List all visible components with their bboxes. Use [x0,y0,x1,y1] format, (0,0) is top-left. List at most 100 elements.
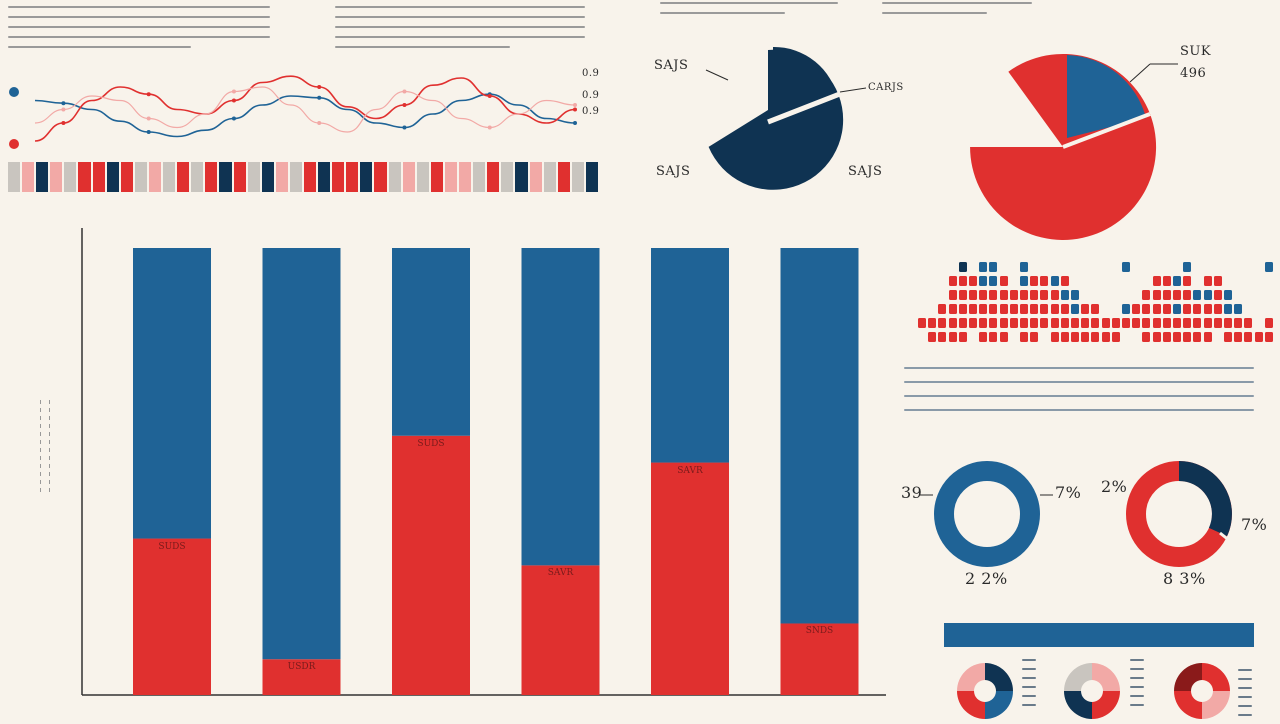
matrix-cell [1203,304,1212,314]
strip-cell [501,162,514,192]
matrix-cell [1050,318,1059,328]
line-point [61,121,66,125]
matrix-cell [1162,290,1171,300]
bar-segment-red-5 [651,462,729,695]
mini-donut-3 [1174,663,1230,719]
text-line [8,46,192,48]
matrix-cell [999,332,1008,342]
matrix-cell [938,304,947,314]
bar-segment-red-4 [521,565,600,695]
matrix-cell [918,318,926,328]
line-legend-label-2: 0.9 [582,90,600,101]
matrix-cell [1142,332,1151,342]
matrix-cell [1071,332,1079,342]
matrix-cell [1060,276,1069,286]
strip-cell [487,162,500,192]
text-line [335,6,585,8]
bar-segment-blue-6 [780,248,859,624]
text-line [1238,669,1252,671]
matrix-cell [1111,318,1120,328]
strip-cell [50,162,63,192]
strip-cell [120,162,133,192]
matrix-cell [1203,276,1212,286]
strip-cell [163,162,176,192]
pie-dark-gap [767,87,851,125]
matrix-cell [989,276,998,286]
pie-dark-chart: SAJS CARJS SAJS SAJS [640,40,920,210]
bar-label: SAVR [547,568,574,579]
matrix-cell [989,304,998,314]
matrix-cell [958,318,967,328]
pie-red-label-1: SUK [1180,44,1212,59]
text-line [1022,695,1036,697]
donut-blue-label-3: 2 2% [965,569,1008,588]
y-axis-text-mark [40,440,50,444]
y-axis-text-mark [40,432,50,436]
mini-donut-1 [957,663,1013,719]
donut-red-label-3: 8 3% [1163,569,1206,588]
matrix-cell [1203,318,1212,328]
matrix-cell [1254,332,1263,342]
matrix-cell [948,290,957,300]
strip-cell [543,162,556,192]
text-line [1130,704,1144,706]
matrix-cell [1162,304,1171,314]
y-axis-text-mark [40,448,50,452]
matrix-cell [1152,318,1161,328]
matrix-cell [1009,290,1018,300]
line-point [61,107,66,112]
strip-cell [473,162,486,192]
line-point [573,121,577,125]
pie-dark-svg [705,46,867,190]
strip-cell [8,162,21,192]
text-line [660,2,838,4]
donut-red-label-2: 7% [1241,515,1268,534]
matrix-cell [1091,318,1100,328]
matrix-cell [1264,332,1273,342]
matrix-cell [1040,290,1049,300]
bar-segment-blue-4 [521,248,600,566]
matrix-cell [1142,290,1151,300]
matrix-cell [1152,304,1161,314]
matrix-cell [1224,332,1232,342]
matrix-cell [969,318,977,328]
strip-cell [332,162,345,192]
pie-dark-label-3: SAJS [656,164,691,179]
matrix-cell [1132,304,1141,314]
line-point [402,125,407,130]
strip-cell [360,162,373,192]
donut-blue-label-2: 7% [1055,483,1082,502]
line-point [61,101,66,106]
matrix-cell [948,332,957,342]
matrix-cell [1183,332,1192,342]
matrix-cell [958,304,967,314]
matrix-cell [1203,290,1212,300]
matrix-cell [1060,332,1069,342]
matrix-cell [989,290,998,300]
y-axis-text-mark [40,416,50,420]
text-line [904,367,1254,369]
strip-cell [585,162,598,192]
matrix-cell [1081,304,1090,314]
line-point [146,130,151,134]
matrix-cell [1173,304,1181,314]
y-axis-text-mark [40,488,50,492]
matrix-cell [999,290,1008,300]
matrix-cell [948,276,957,286]
matrix-cell [1060,318,1069,328]
text-line [1022,668,1036,670]
donut-red-svg [1126,461,1232,567]
matrix-cell [1101,332,1110,342]
matrix-cell [1081,332,1090,342]
line-point [573,107,577,112]
strip-cell [191,162,204,192]
matrix-cell [948,304,957,314]
matrix-cell [1091,304,1100,314]
matrix-cell [1020,332,1028,342]
line-point [231,89,236,94]
text-line [8,36,270,38]
text-line [904,381,1254,383]
matrix-cell [1081,318,1090,328]
matrix-cell [1224,290,1232,300]
matrix-cell [1142,318,1151,328]
